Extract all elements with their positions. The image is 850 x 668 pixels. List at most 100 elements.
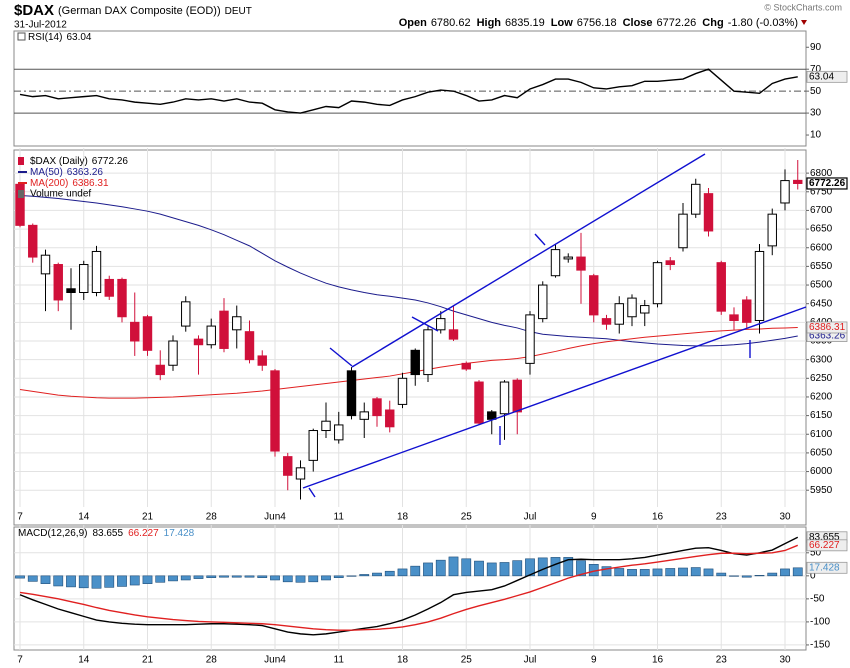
candle-body bbox=[79, 264, 89, 294]
candle-body bbox=[474, 381, 484, 424]
candle-body bbox=[270, 370, 280, 452]
candle-body bbox=[334, 424, 344, 441]
x-tick-label: 30 bbox=[779, 512, 791, 523]
histogram-bar bbox=[257, 575, 268, 578]
y-tick-label: -50 bbox=[810, 594, 825, 605]
x-tick-label: 23 bbox=[716, 512, 728, 523]
histogram-bar bbox=[15, 575, 25, 579]
histogram-bar bbox=[678, 567, 688, 577]
histogram-bar bbox=[754, 575, 765, 577]
annotation-stroke bbox=[329, 347, 353, 367]
histogram-bar bbox=[321, 575, 331, 581]
y-tick-label: 5950 bbox=[810, 485, 833, 496]
candle-body bbox=[563, 256, 573, 260]
histogram-bar bbox=[486, 562, 497, 577]
x-tick-label: 9 bbox=[591, 512, 597, 523]
candle-body bbox=[499, 381, 510, 415]
candle-body bbox=[321, 420, 331, 432]
price-panel bbox=[13, 149, 807, 526]
legend-name: MACD(12,26,9) bbox=[18, 528, 87, 539]
candle-body bbox=[525, 314, 535, 364]
y-tick-label: 6800 bbox=[810, 168, 833, 179]
histogram-bar bbox=[219, 575, 229, 578]
x-tick-label: Jun4 bbox=[264, 512, 286, 523]
candle-body bbox=[346, 370, 357, 417]
histogram-bar bbox=[537, 557, 548, 577]
candle-body bbox=[385, 409, 395, 428]
histogram-bar bbox=[168, 575, 178, 582]
quote-value: 6772.26 bbox=[657, 17, 697, 29]
histogram-bar bbox=[372, 572, 382, 577]
y-tick-label: 6700 bbox=[810, 205, 833, 216]
y-tick-label: 6250 bbox=[810, 373, 833, 384]
candle-body bbox=[780, 180, 790, 204]
candle-body bbox=[410, 349, 420, 376]
value-tag: 83.655 bbox=[809, 532, 840, 543]
candle-body bbox=[130, 321, 140, 342]
histogram-bar bbox=[53, 575, 64, 587]
candle-body bbox=[665, 260, 675, 266]
histogram-bar bbox=[729, 575, 739, 577]
candle-body bbox=[117, 278, 127, 318]
candle-body bbox=[448, 329, 459, 340]
y-tick-label: 6650 bbox=[810, 224, 833, 235]
y-tick-label: 6100 bbox=[810, 429, 833, 440]
x-tick-label: 23 bbox=[716, 655, 728, 666]
histogram-bar bbox=[780, 568, 790, 577]
histogram-bar bbox=[308, 575, 319, 583]
legend-value: 6386.31 bbox=[72, 178, 109, 189]
legend-icon bbox=[17, 32, 26, 41]
candle-body bbox=[142, 316, 153, 351]
x-tick-label: 11 bbox=[334, 512, 345, 523]
macd-panel bbox=[13, 526, 807, 651]
candle-body bbox=[691, 183, 701, 215]
quote-value: 6756.18 bbox=[577, 17, 617, 29]
histogram-bar bbox=[231, 575, 242, 578]
histogram-bar bbox=[576, 560, 586, 577]
value-tag: 66.227 bbox=[809, 540, 840, 551]
histogram-bar bbox=[652, 568, 663, 577]
y-tick-label: 30 bbox=[810, 108, 822, 119]
histogram-bar bbox=[550, 557, 561, 577]
candle-body bbox=[295, 467, 306, 480]
histogram-bar bbox=[690, 567, 701, 577]
candle-body bbox=[193, 338, 204, 346]
exchange: DEUT bbox=[225, 6, 252, 17]
annotation-stroke bbox=[534, 233, 546, 246]
legend: RSI(14) 63.04 bbox=[28, 32, 92, 43]
legend-name: $DAX (Daily) bbox=[30, 156, 88, 167]
trend-line bbox=[351, 153, 706, 368]
y-tick-label: 6500 bbox=[810, 280, 833, 291]
y-tick-label: 6300 bbox=[810, 354, 833, 365]
candle-body bbox=[538, 284, 548, 320]
candle-body bbox=[283, 456, 293, 476]
quote-label: High bbox=[477, 17, 502, 29]
histogram-bar bbox=[410, 565, 421, 577]
candle-body bbox=[576, 256, 586, 271]
legend-icon bbox=[18, 190, 24, 198]
candle-body bbox=[614, 303, 624, 325]
y-tick-label: 90 bbox=[810, 42, 822, 53]
value-tag-box bbox=[806, 70, 848, 83]
y-tick-label: 6450 bbox=[810, 298, 833, 309]
candle-body bbox=[155, 364, 165, 376]
candle-body bbox=[219, 310, 229, 349]
quote-value: -1.80 (-0.03%) bbox=[728, 17, 798, 29]
candle-body bbox=[589, 275, 599, 316]
legend-name: MA(50) bbox=[30, 167, 63, 178]
histogram-bar bbox=[741, 575, 752, 578]
candle-body bbox=[640, 305, 650, 314]
x-tick-label: 21 bbox=[142, 655, 154, 666]
legend-name: MA(200) bbox=[30, 178, 68, 189]
candle-body bbox=[652, 262, 663, 305]
quote-summary: Open 6780.62 High 6835.19 Low 6756.18 Close 677… bbox=[399, 17, 798, 29]
y-tick-label: 6750 bbox=[810, 186, 833, 197]
histogram-bar bbox=[665, 568, 676, 577]
candle-body bbox=[66, 288, 76, 294]
y-tick-label: 50 bbox=[810, 86, 822, 97]
candle-body bbox=[53, 264, 63, 301]
histogram-bar bbox=[91, 575, 102, 589]
y-tick-label: 6150 bbox=[810, 410, 833, 421]
histogram-bar bbox=[359, 574, 370, 577]
